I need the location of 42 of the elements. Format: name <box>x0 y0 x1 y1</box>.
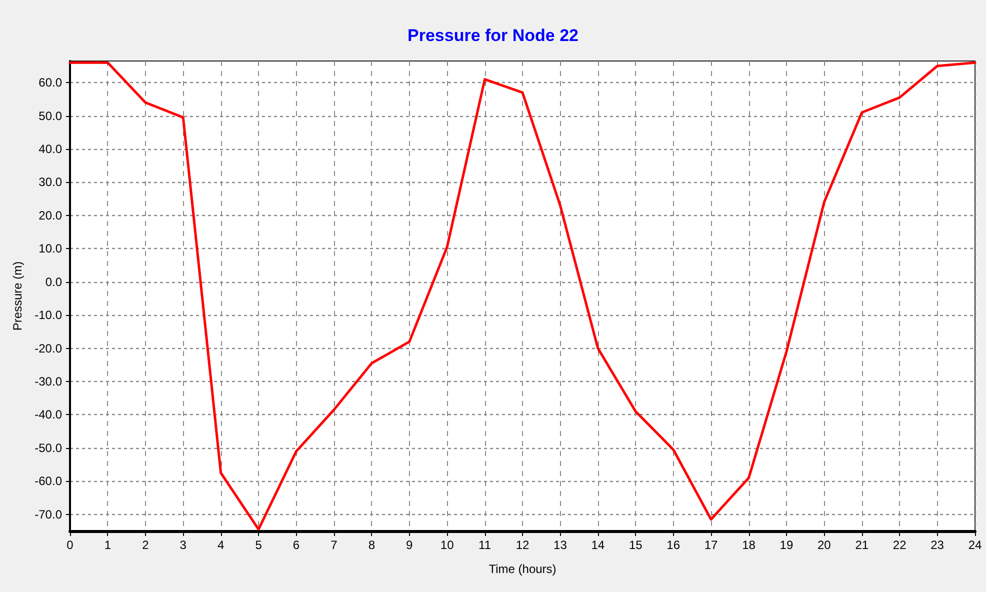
x-tick-label: 23 <box>930 538 944 552</box>
y-tick-label: -60.0 <box>34 474 62 488</box>
y-tick-label: -20.0 <box>34 341 62 356</box>
x-tick-label: 19 <box>780 538 794 552</box>
y-tick-label: 20.0 <box>38 208 62 222</box>
y-tick-label: -70.0 <box>34 507 62 522</box>
y-tick-label: -10.0 <box>34 308 62 322</box>
x-tick-label: 10 <box>440 538 454 552</box>
y-tick-label: -30.0 <box>34 374 62 389</box>
x-tick-label: 7 <box>330 538 338 552</box>
y-tick-label: 50.0 <box>38 108 62 123</box>
y-tick-label: 0.0 <box>45 274 62 289</box>
x-tick-label: 17 <box>704 538 718 552</box>
x-tick-label: 24 <box>968 538 982 552</box>
x-tick-label: 1 <box>104 538 112 552</box>
y-tick-label: 40.0 <box>38 142 62 156</box>
x-tick-label: 2 <box>142 538 150 552</box>
x-tick-label: 18 <box>742 538 756 552</box>
x-tick-label: 15 <box>628 538 643 552</box>
x-tick-label: 16 <box>666 538 680 552</box>
x-tick-label: 14 <box>591 538 605 552</box>
x-tick-label: 21 <box>855 538 869 552</box>
x-axis-title: Time (hours) <box>488 562 556 576</box>
y-tick-label: 30.0 <box>38 175 62 190</box>
x-tick-label: 9 <box>406 538 414 552</box>
y-tick-label: 60.0 <box>38 76 62 90</box>
x-tick-label: 8 <box>368 538 376 552</box>
x-tick-label: 12 <box>516 538 530 552</box>
x-tick-label: 3 <box>180 538 187 552</box>
x-tick-label: 20 <box>817 538 832 552</box>
y-axis-title: Pressure (m) <box>10 261 25 331</box>
x-tick-label: 11 <box>478 538 492 552</box>
x-tick-label: 5 <box>255 538 262 552</box>
x-tick-label: 6 <box>292 538 300 552</box>
y-tick-label: -40.0 <box>34 408 62 422</box>
y-tick-label: 10.0 <box>38 242 62 256</box>
y-tick-label: -50.0 <box>34 440 62 455</box>
x-tick-label: 22 <box>892 538 907 552</box>
chart-title: Pressure for Node 22 <box>407 26 579 45</box>
x-tick-label: 4 <box>217 538 224 552</box>
x-tick-label: 0 <box>66 538 74 552</box>
x-tick-label: 13 <box>554 538 568 552</box>
